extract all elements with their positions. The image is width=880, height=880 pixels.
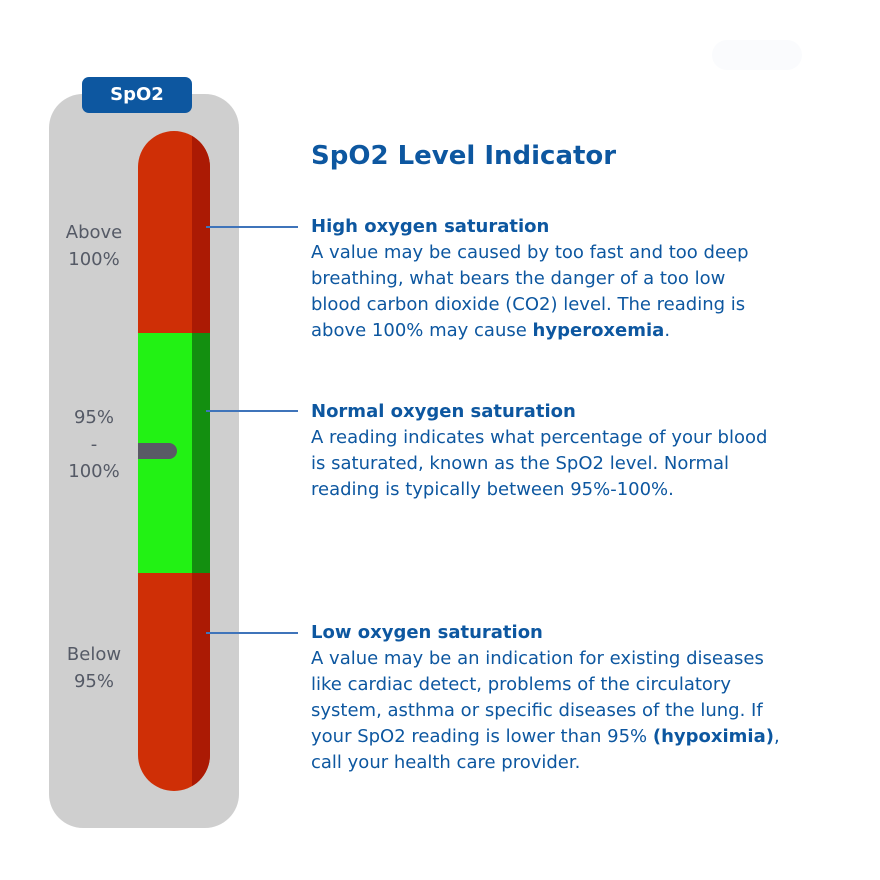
gauge-marker	[138, 443, 177, 459]
section-low-text: ,	[773, 726, 780, 747]
section-high-line: A value may be caused by too fast and to…	[311, 242, 749, 263]
section-normal-line: reading is typically between 95%-100%.	[311, 479, 674, 500]
spo2-badge: SpO2	[82, 77, 192, 113]
section-low-line: like cardiac detect, problems of the cir…	[311, 674, 731, 695]
range-label-high-line: Above	[65, 222, 123, 243]
background-smudge	[712, 40, 802, 70]
connector-high	[206, 226, 298, 228]
section-normal-heading: Normal oxygen saturation	[311, 401, 576, 422]
range-label-normal: 95% - 100%	[49, 404, 139, 485]
range-label-normal-line: 100%	[68, 461, 120, 482]
section-normal-line: is saturated, known as the SpO2 level. N…	[311, 453, 730, 474]
section-low-line: system, asthma or specific diseases of t…	[311, 700, 763, 721]
section-low-text: your SpO2 reading is lower than 95%	[311, 726, 653, 747]
hyperoxemia-term: hyperoxemia	[532, 320, 665, 341]
section-high-text: above 100% may cause	[311, 320, 533, 341]
connector-low	[206, 632, 298, 634]
gauge-shade-high	[192, 131, 210, 333]
range-label-low: Below 95%	[49, 641, 139, 695]
hypoximia-term: (hypoximia)	[652, 726, 774, 747]
section-low-heading: Low oxygen saturation	[311, 622, 543, 643]
section-high-line: breathing, what bears the danger of a to…	[311, 268, 726, 289]
gauge-shade-normal	[192, 333, 210, 573]
section-normal-line: A reading indicates what percentage of y…	[311, 427, 768, 448]
section-normal: Normal oxygen saturation A reading indic…	[311, 399, 843, 503]
range-label-low-line: 95%	[73, 671, 114, 692]
connector-normal	[206, 410, 298, 412]
range-label-high-line: 100%	[68, 249, 120, 270]
range-label-normal-line: 95%	[73, 407, 114, 428]
gauge-shade-low	[192, 573, 210, 791]
section-high-line: above 100% may cause hyperoxemia.	[311, 318, 843, 344]
range-label-normal-line: -	[90, 434, 98, 455]
range-label-low-line: Below	[66, 644, 122, 665]
section-high-heading: High oxygen saturation	[311, 216, 550, 237]
section-low: Low oxygen saturation A value may be an …	[311, 620, 843, 776]
section-low-line: your SpO2 reading is lower than 95% (hyp…	[311, 724, 843, 750]
spo2-gauge-tube	[138, 131, 210, 791]
section-low-line: A value may be an indication for existin…	[311, 648, 764, 669]
section-high-line: blood carbon dioxide (CO2) level. The re…	[311, 294, 746, 315]
section-low-line: call your health care provider.	[311, 752, 581, 773]
page-title: SpO2 Level Indicator	[311, 141, 617, 171]
section-high-text: .	[664, 320, 671, 341]
range-label-high: Above 100%	[49, 219, 139, 273]
section-high: High oxygen saturation A value may be ca…	[311, 214, 843, 344]
